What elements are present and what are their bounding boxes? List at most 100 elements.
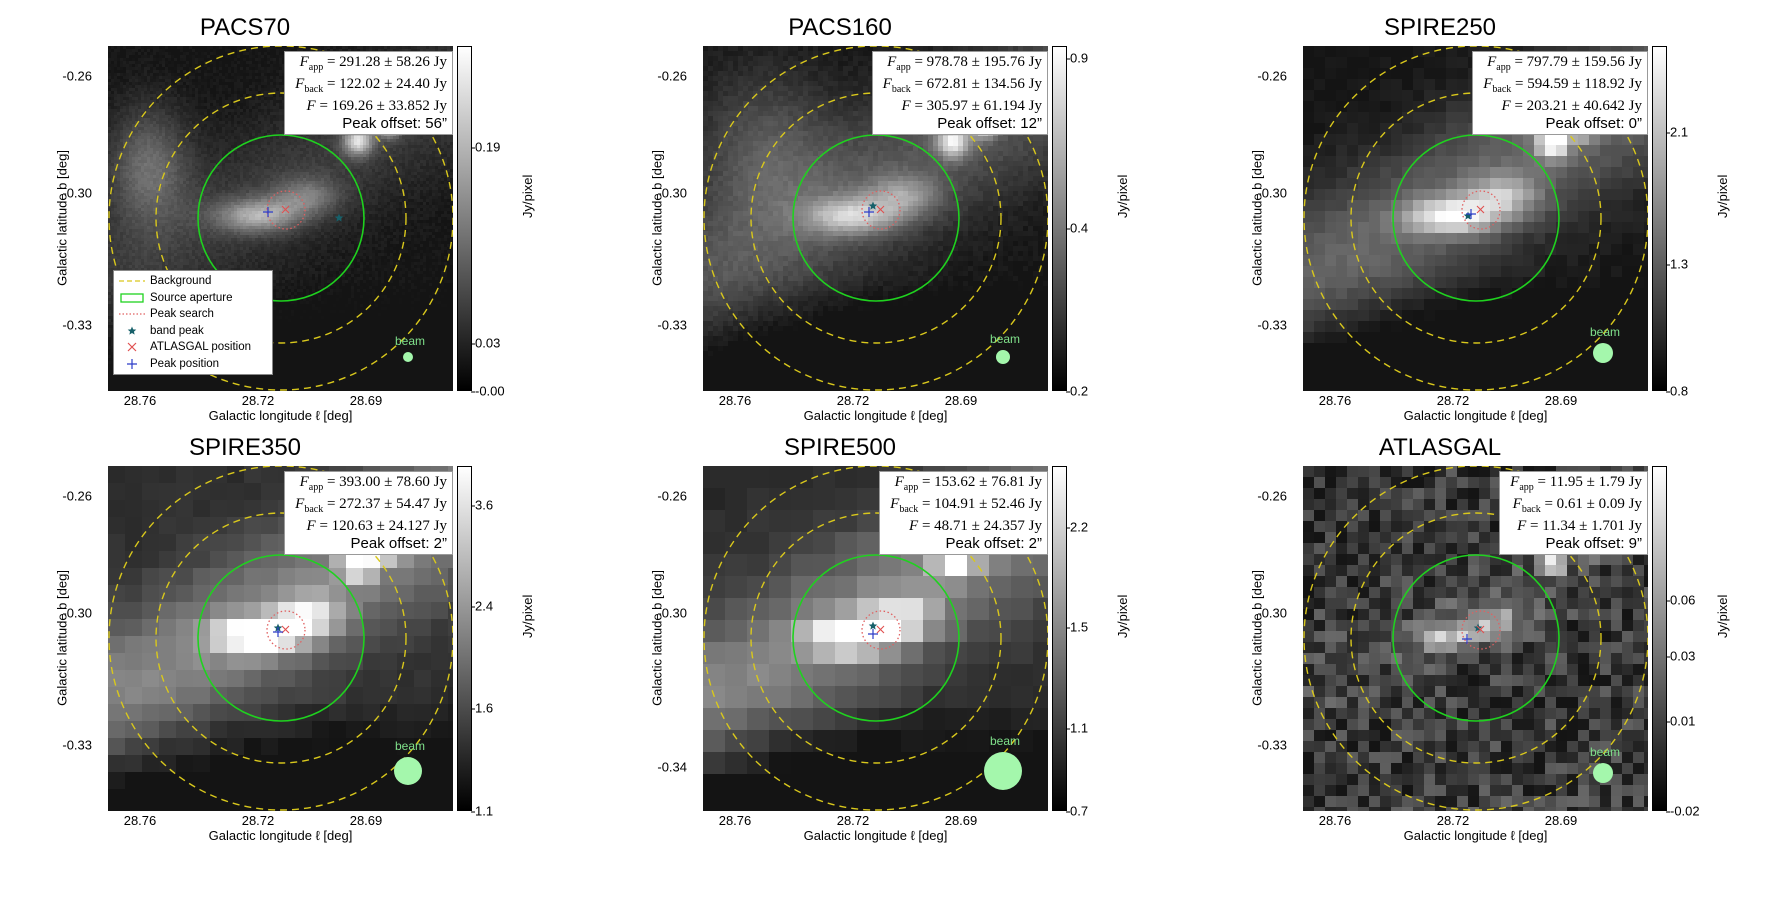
flux-line: Fapp = 797.79 ± 159.56 Jy <box>1483 54 1642 76</box>
beam-label: beam <box>990 734 1020 748</box>
y-axis-label: Galactic latitude b [deg] <box>55 150 70 286</box>
flux-value: 169.26 ± 33.852 Jy <box>332 98 447 114</box>
flux-symbol: Fapp = <box>895 474 935 493</box>
x-tick-label: 28.72 <box>837 813 870 828</box>
panel-title: PACS160 <box>690 14 990 42</box>
colorbar-label: Jy/pixel <box>1115 595 1130 638</box>
x-tick-label: 28.76 <box>719 813 752 828</box>
flux-symbol: Fback = <box>1513 496 1557 515</box>
colorbar-tick-label: 1.1 <box>470 804 493 819</box>
map-panel: SPIRE350 beam Fapp = 393.00 ± 78.60 Jy Fbac… <box>0 420 536 843</box>
flux-line: F = 203.21 ± 40.642 Jy <box>1483 98 1642 115</box>
legend-label: band peak <box>150 325 204 337</box>
beam-label: beam <box>1590 745 1620 759</box>
background-outer-circle <box>703 466 1048 811</box>
flux-line: F = 169.26 ± 33.852 Jy <box>295 98 447 115</box>
colorbar-tick-label: -0.02 <box>1666 804 1700 819</box>
peak-search-circle <box>861 610 901 650</box>
atlasgal-position-marker <box>876 625 885 634</box>
flux-symbol: Fback = <box>883 76 927 95</box>
colorbar-tick-label: 0.03 <box>470 336 500 351</box>
map-panel: PACS70 beam Fapp = 291.28 ± 58.26 Jy Fback … <box>0 0 536 423</box>
y-tick-label: -0.30 <box>1257 606 1287 621</box>
y-tick-label: -0.30 <box>62 186 92 201</box>
flux-line: Fback = 122.02 ± 24.40 Jy <box>295 76 447 98</box>
panel-title: SPIRE500 <box>690 434 990 462</box>
flux-value: 153.62 ± 76.81 Jy <box>934 474 1042 490</box>
x-axis-label: Galactic longitude ℓ [deg] <box>108 828 453 843</box>
y-tick-label: -0.26 <box>657 489 687 504</box>
peak-search-circle <box>1461 610 1501 650</box>
x-tick-label: 28.72 <box>242 393 275 408</box>
y-axis-label: Galactic latitude b [deg] <box>1250 570 1265 706</box>
colorbar-tick-label: 2.1 <box>1665 125 1688 140</box>
source-aperture-circle <box>1392 554 1560 722</box>
x-tick-label: 28.76 <box>719 393 752 408</box>
map-image <box>1303 466 1648 811</box>
peak-offset: Peak offset: 56” <box>295 115 447 132</box>
legend-peak-position-icon <box>114 358 150 370</box>
beam-label: beam <box>1590 325 1620 339</box>
legend-label: Peak position <box>150 358 219 370</box>
peak-offset: Peak offset: 2” <box>295 535 447 552</box>
colorbar-tick-label: 0.2 <box>1065 384 1088 399</box>
beam-circle <box>394 757 422 785</box>
colorbar-tick-label: 0.06 <box>1665 593 1695 608</box>
y-tick-label: -0.30 <box>62 606 92 621</box>
flux-info-box: Fapp = 978.78 ± 195.76 Jy Fback = 672.81 … <box>871 51 1048 135</box>
flux-line: Fback = 272.37 ± 54.47 Jy <box>295 496 447 518</box>
background-inner-circle <box>750 512 1002 764</box>
peak-search-circle <box>1461 190 1501 230</box>
flux-line: Fback = 104.91 ± 52.46 Jy <box>890 496 1042 518</box>
flux-value: 305.97 ± 61.194 Jy <box>927 98 1042 114</box>
flux-info-box: Fapp = 393.00 ± 78.60 Jy Fback = 272.37 ±… <box>284 471 453 555</box>
peak-search-circle <box>861 190 901 230</box>
x-tick-label: 28.72 <box>1437 813 1470 828</box>
peak-search-circle <box>266 610 306 650</box>
peak-position-marker <box>868 629 878 639</box>
panel-title: SPIRE250 <box>1290 14 1590 42</box>
x-tick-label: 28.69 <box>350 393 383 408</box>
colorbar <box>457 46 472 391</box>
y-tick-label: -0.33 <box>1257 738 1287 753</box>
y-tick-label: -0.33 <box>657 318 687 333</box>
y-axis-label: Galactic latitude b [deg] <box>55 570 70 706</box>
legend-item: Background <box>114 273 272 290</box>
colorbar-tick-label: 0.19 <box>470 140 500 155</box>
peak-offset: Peak offset: 9” <box>1510 535 1642 552</box>
band-peak-marker <box>868 621 878 630</box>
atlasgal-position-marker <box>281 625 290 634</box>
source-aperture-circle <box>197 134 365 302</box>
beam-circle <box>1593 763 1613 783</box>
x-axis-label: Galactic longitude ℓ [deg] <box>1303 828 1648 843</box>
peak-offset: Peak offset: 12” <box>883 115 1042 132</box>
source-aperture-circle <box>792 554 960 722</box>
panel-title: ATLASGAL <box>1290 434 1590 462</box>
peak-position-marker <box>273 627 283 637</box>
flux-line: F = 120.63 ± 24.127 Jy <box>295 518 447 535</box>
colorbar <box>1652 46 1667 391</box>
colorbar <box>1052 46 1067 391</box>
flux-value: 48.71 ± 24.357 Jy <box>934 518 1042 534</box>
flux-line: F = 11.34 ± 1.701 Jy <box>1510 518 1642 535</box>
band-peak-marker <box>868 201 878 210</box>
colorbar-label: Jy/pixel <box>520 595 535 638</box>
legend-item: ATLASGAL position <box>114 339 272 356</box>
colorbar-tick-label: 0.9 <box>1065 51 1088 66</box>
y-axis-label: Galactic latitude b [deg] <box>650 570 665 706</box>
peak-position-marker <box>864 207 874 217</box>
band-peak-marker <box>334 213 344 222</box>
y-axis-label: Galactic latitude b [deg] <box>650 150 665 286</box>
beam-circle <box>1593 343 1613 363</box>
x-axis-label: Galactic longitude ℓ [deg] <box>108 408 453 423</box>
background-outer-circle <box>703 46 1048 391</box>
flux-line: Fapp = 393.00 ± 78.60 Jy <box>295 474 447 496</box>
x-tick-label: 28.69 <box>350 813 383 828</box>
flux-symbol: Fback = <box>1483 76 1527 95</box>
colorbar-label: Jy/pixel <box>1115 175 1130 218</box>
colorbar-tick-label: -0.00 <box>471 384 505 399</box>
x-tick-label: 28.72 <box>837 393 870 408</box>
flux-value: 11.95 ± 1.79 Jy <box>1550 474 1642 490</box>
x-axis-label: Galactic longitude ℓ [deg] <box>703 828 1048 843</box>
x-tick-label: 28.76 <box>1319 393 1352 408</box>
